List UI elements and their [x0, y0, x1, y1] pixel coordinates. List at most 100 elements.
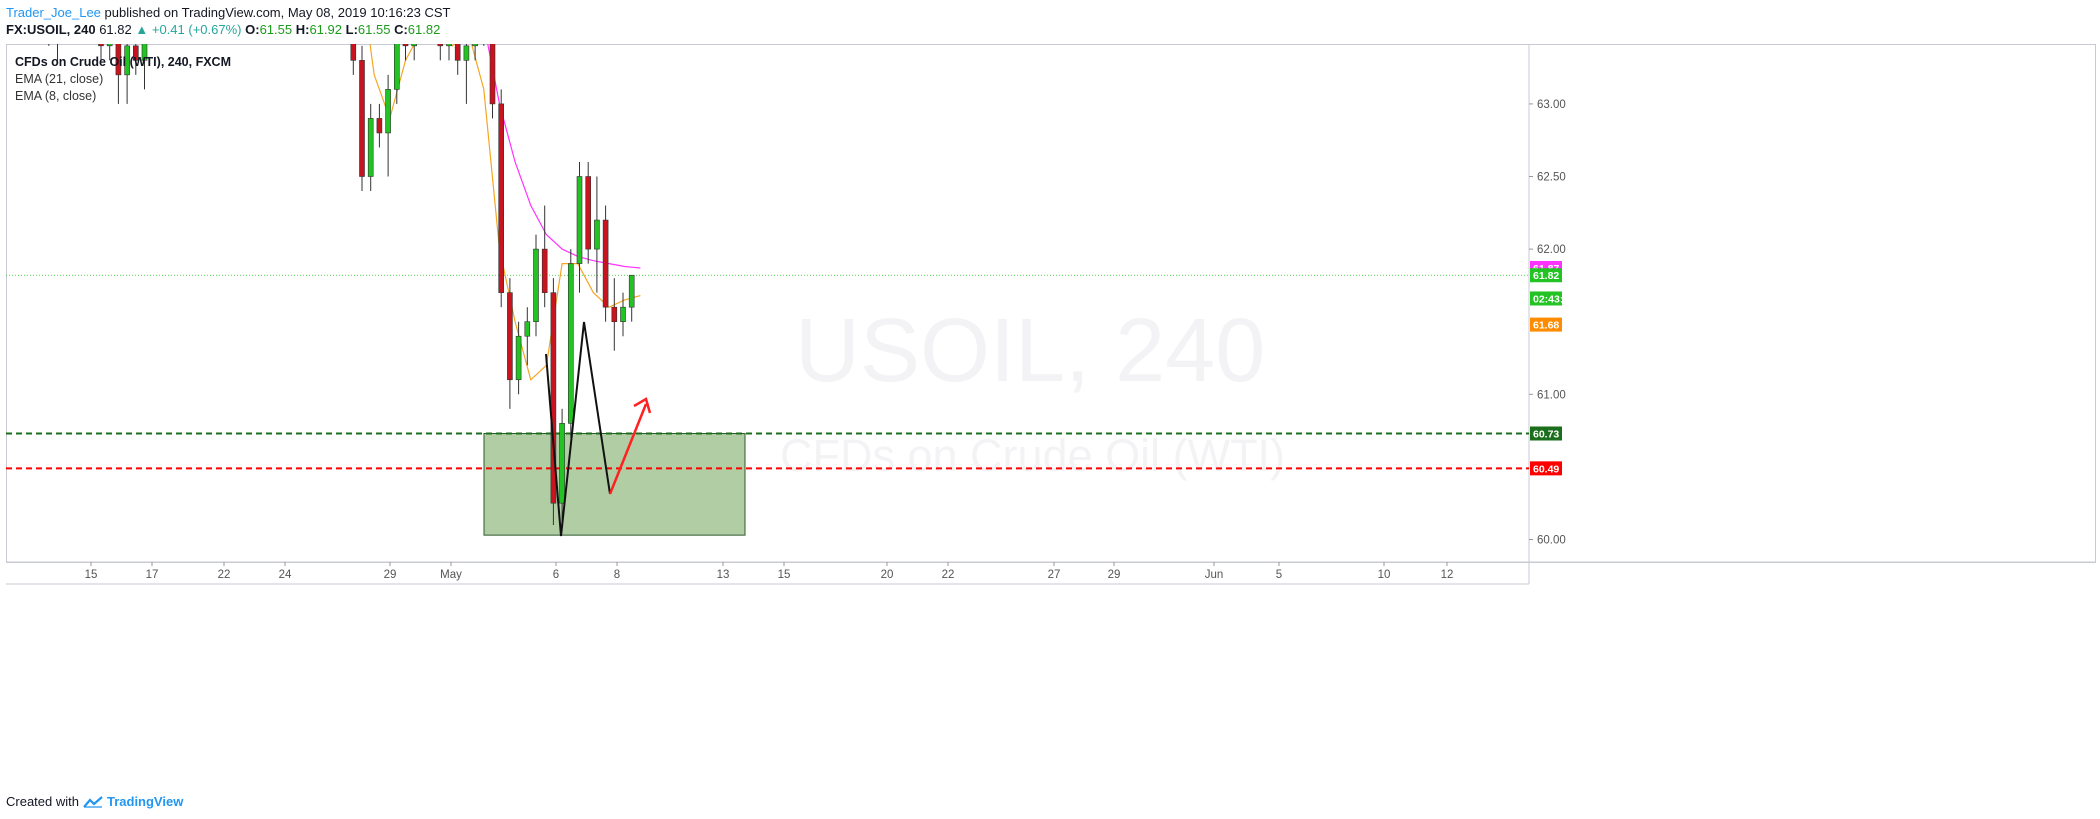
close-label: C: [394, 22, 408, 37]
price-axis-label-bg [1530, 268, 1562, 283]
header-line-1: Trader_Joe_Lee published on TradingView.… [6, 4, 450, 21]
x-tick-label: May [440, 569, 462, 581]
x-tick-label: 15 [85, 569, 98, 581]
price-axis-label: 60.49 [1533, 463, 1559, 475]
candle-body[interactable] [385, 89, 391, 134]
candle-body[interactable] [376, 118, 383, 134]
price-axis-label-bg [1530, 426, 1562, 441]
x-tick-label: 29 [384, 569, 397, 581]
legend-ema8[interactable]: EMA (8, close) [15, 89, 97, 103]
candle-body[interactable] [446, 31, 452, 47]
author-link[interactable]: Trader_Joe_Lee [6, 5, 101, 20]
header-line-2: FX:USOIL, 240 61.82 ▲ +0.41 (+0.67%) O:6… [6, 21, 450, 38]
x-tick-label: 10 [1378, 569, 1391, 581]
candle-body[interactable] [402, 31, 409, 47]
published-text: published on TradingView.com, May 08, 20… [100, 5, 451, 20]
price-axis-label-bg [1530, 317, 1562, 332]
candle-body[interactable] [106, 16, 113, 47]
watermark-name: CFDs on Crude Oil (WTI) [780, 430, 1286, 481]
candle-body[interactable] [567, 263, 574, 424]
candle-body[interactable] [463, 45, 470, 61]
tradingview-brand[interactable]: TradingView [106, 794, 184, 809]
y-tick-label: 62.00 [1537, 244, 1566, 256]
candle-body[interactable] [602, 219, 609, 308]
candle-body[interactable] [628, 274, 635, 308]
x-tick-label: 8 [614, 569, 620, 581]
candle-body[interactable] [550, 292, 557, 504]
change-text: ▲ +0.41 (+0.67%) [135, 22, 242, 37]
high-value: 61.92 [309, 22, 342, 37]
publish-header: Trader_Joe_Lee published on TradingView.… [6, 4, 450, 38]
x-tick-label: 12 [1441, 569, 1454, 581]
price-axis-label: 61.82 [1533, 270, 1559, 282]
candle-body[interactable] [472, 1, 478, 47]
open-value: 61.55 [259, 22, 293, 37]
x-tick-label: 5 [1276, 569, 1282, 581]
x-tick-label: 13 [717, 569, 730, 581]
chart-area[interactable]: 66.5066.0065.5065.0064.5064.0063.5063.00… [6, 0, 2096, 784]
x-tick-label: 29 [1108, 569, 1121, 581]
x-tick-label: 27 [1048, 569, 1061, 581]
x-tick-label: 22 [942, 569, 955, 581]
target-arrow-head[interactable] [633, 397, 652, 414]
candle-body[interactable] [350, 0, 357, 61]
candle-body[interactable] [620, 306, 626, 322]
x-tick-label: Jun [1205, 569, 1224, 581]
ema21-line[interactable] [14, 0, 641, 269]
candle-body[interactable] [359, 60, 365, 177]
x-tick-label: 24 [279, 569, 292, 581]
price-axis-label-bg [1530, 461, 1562, 476]
legend-ema21[interactable]: EMA (21, close) [15, 72, 104, 86]
price-axis-label: 02:43:39 [1533, 293, 1575, 305]
price-axis-label-bg [1530, 291, 1562, 306]
low-label: L: [345, 22, 358, 37]
candle-body[interactable] [515, 335, 522, 381]
candle-body[interactable] [411, 1, 418, 47]
price-axis-label: 60.73 [1533, 429, 1559, 441]
footer: Created with TradingView [6, 794, 183, 809]
candle-body[interactable] [437, 0, 444, 47]
chart-legend: CFDs on Crude Oil (WTI), 240, FXCM EMA (… [15, 54, 231, 105]
candle-body[interactable] [507, 292, 513, 381]
x-tick-label: 20 [881, 569, 894, 581]
price-axis-label: 61.68 [1533, 320, 1559, 332]
candle-body[interactable] [124, 45, 130, 76]
x-tick-label: 15 [778, 569, 791, 581]
candle-body[interactable] [585, 176, 592, 250]
candle-body[interactable] [541, 248, 548, 293]
candle-body[interactable] [611, 306, 618, 322]
x-tick-label: 17 [146, 569, 159, 581]
x-tick-label: 6 [553, 569, 559, 581]
x-tick-label: 22 [218, 569, 231, 581]
watermark-symbol: USOIL, 240 [795, 301, 1266, 401]
candle-body[interactable] [367, 118, 374, 177]
close-value: 61.82 [407, 22, 441, 37]
candle-body[interactable] [489, 31, 496, 105]
candle-body[interactable] [559, 423, 565, 504]
candle-body[interactable] [524, 321, 531, 337]
candle-body[interactable] [533, 248, 539, 323]
candle-body[interactable] [576, 176, 583, 264]
high-label: H: [295, 22, 310, 37]
candle-body[interactable] [393, 31, 400, 90]
target-arrow-line[interactable] [608, 403, 648, 495]
y-tick-label: 63.00 [1537, 99, 1566, 111]
y-tick-label: 62.50 [1537, 172, 1566, 184]
tradingview-logo-icon [83, 795, 103, 808]
y-tick-label: 60.00 [1537, 535, 1566, 547]
legend-title: CFDs on Crude Oil (WTI), 240, FXCM [15, 55, 231, 69]
chart-svg[interactable]: 66.5066.0065.5065.0064.5064.0063.5063.00… [6, 0, 2096, 784]
y-tick-label: 61.00 [1537, 389, 1566, 401]
w-pattern-line[interactable] [545, 321, 611, 537]
symbol-label: FX:USOIL, 240 [6, 22, 96, 37]
plot-frame [6, 44, 2096, 563]
last-price: 61.82 [99, 22, 132, 37]
candle-body[interactable] [498, 103, 505, 293]
low-value: 61.55 [357, 22, 391, 37]
candle-body[interactable] [454, 31, 461, 61]
open-label: O: [245, 22, 260, 37]
candle-body[interactable] [133, 45, 139, 61]
created-with-text: Created with [6, 794, 79, 809]
candle-body[interactable] [594, 219, 600, 250]
candle-body[interactable] [98, 0, 104, 47]
